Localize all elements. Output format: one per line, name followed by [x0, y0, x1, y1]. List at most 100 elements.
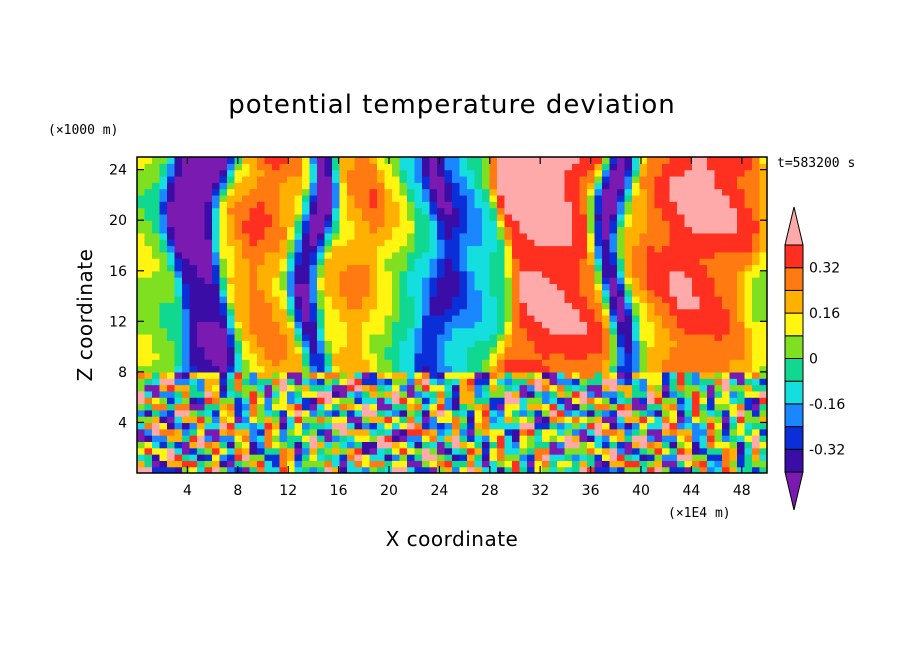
contour-cell	[632, 384, 641, 392]
contour-cell	[714, 447, 723, 455]
contour-cell	[609, 340, 618, 348]
contour-cell	[407, 188, 416, 196]
contour-cell	[542, 157, 551, 164]
contour-cell	[257, 201, 266, 209]
contour-cell	[249, 245, 258, 253]
contour-cell	[564, 346, 573, 354]
contour-cell	[467, 378, 476, 386]
contour-cell	[302, 264, 311, 272]
contour-cell	[264, 352, 273, 360]
contour-cell	[699, 460, 708, 468]
contour-cell	[564, 371, 573, 379]
contour-cell	[159, 157, 168, 164]
contour-cell	[512, 447, 521, 455]
contour-cell	[339, 289, 348, 297]
contour-cell	[287, 308, 296, 316]
contour-cell	[729, 157, 738, 164]
contour-cell	[242, 163, 251, 171]
contour-cell	[377, 441, 386, 449]
contour-cell	[459, 384, 468, 392]
contour-cell	[317, 251, 326, 259]
contour-cell	[677, 302, 686, 310]
contour-cell	[279, 359, 288, 367]
contour-cell	[579, 296, 588, 303]
contour-cell	[564, 378, 573, 386]
contour-cell	[309, 333, 318, 341]
contour-cell	[662, 226, 671, 234]
contour-cell	[594, 447, 603, 455]
contour-cell	[639, 163, 648, 171]
contour-cell	[167, 270, 176, 278]
contour-cell	[669, 441, 678, 449]
contour-cell	[737, 302, 746, 310]
contour-cell	[737, 264, 746, 272]
contour-cell	[377, 245, 386, 253]
contour-cell	[647, 409, 656, 417]
contour-cell	[617, 359, 626, 367]
contour-cell	[759, 188, 767, 196]
contour-cell	[624, 321, 633, 329]
contour-cell	[474, 157, 483, 164]
contour-cell	[572, 188, 581, 196]
contour-cell	[302, 169, 311, 177]
contour-cell	[377, 226, 386, 234]
contour-cell	[587, 371, 596, 379]
contour-cell	[729, 264, 738, 272]
contour-cell	[489, 182, 498, 190]
contour-cell	[272, 175, 281, 183]
contour-cell	[369, 258, 378, 266]
contour-cell	[519, 245, 528, 253]
contour-cell	[362, 270, 371, 278]
contour-cell	[159, 359, 168, 367]
contour-cell	[257, 169, 266, 177]
contour-cell	[677, 333, 686, 341]
contour-cell	[489, 454, 498, 461]
contour-cell	[437, 403, 446, 411]
contour-cell	[654, 428, 663, 436]
contour-cell	[174, 466, 183, 473]
contour-cell	[617, 289, 626, 297]
contour-cell	[587, 416, 596, 424]
contour-cell	[647, 182, 656, 190]
contour-cell	[609, 245, 618, 253]
contour-cell	[752, 308, 761, 316]
contour-cell	[519, 270, 528, 278]
contour-cell	[647, 258, 656, 266]
contour-cell	[677, 352, 686, 360]
contour-cell	[429, 352, 438, 360]
contour-cell	[534, 460, 543, 468]
contour-cell	[677, 454, 686, 461]
contour-cell	[197, 454, 206, 461]
contour-cell	[474, 315, 483, 322]
contour-cell	[137, 359, 146, 367]
contour-cell	[444, 264, 453, 272]
contour-cell	[332, 441, 341, 449]
contour-cell	[152, 251, 161, 259]
contour-cell	[159, 163, 168, 171]
contour-cell	[159, 245, 168, 253]
contour-cell	[452, 397, 461, 405]
contour-cell	[407, 428, 416, 436]
contour-cell	[737, 340, 746, 348]
contour-cell	[339, 340, 348, 348]
contour-cell	[617, 270, 626, 278]
contour-cell	[549, 378, 558, 386]
contour-cell	[699, 428, 708, 436]
contour-cell	[362, 289, 371, 297]
contour-cell	[692, 245, 701, 253]
contour-cell	[249, 346, 258, 354]
contour-cell	[144, 340, 153, 348]
contour-cell	[332, 422, 341, 430]
contour-cell	[752, 264, 761, 272]
contour-cell	[467, 327, 476, 335]
contour-cell	[579, 175, 588, 183]
contour-cell	[197, 371, 206, 379]
contour-cell	[714, 308, 723, 316]
contour-cell	[212, 169, 221, 177]
contour-cell	[339, 378, 348, 386]
contour-cell	[714, 422, 723, 430]
contour-cell	[377, 194, 386, 202]
contour-cell	[714, 175, 723, 183]
contour-cell	[489, 169, 498, 177]
contour-cell	[677, 245, 686, 253]
